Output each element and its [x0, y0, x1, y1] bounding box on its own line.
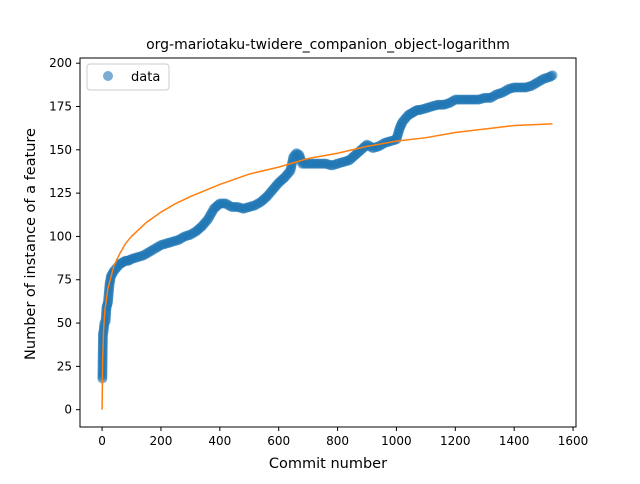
- x-tick-label: 1400: [499, 434, 530, 448]
- x-tick-label: 200: [149, 434, 172, 448]
- x-tick-label: 800: [326, 434, 349, 448]
- plot-area: [97, 70, 558, 410]
- y-tick-label: 150: [49, 143, 72, 157]
- x-tick-label: 400: [208, 434, 231, 448]
- axis-ticks: 0 200 400 600 800 1000 1200 1400 1600 0 25 50 75 100 1…: [49, 56, 588, 448]
- x-tick-label: 1200: [440, 434, 471, 448]
- y-tick-label: 200: [49, 56, 72, 70]
- chart-title: org-mariotaku-twidere_companion_object-l…: [146, 37, 510, 53]
- y-tick-label: 100: [49, 229, 72, 243]
- x-tick-label: 0: [98, 434, 106, 448]
- y-tick-label: 0: [64, 403, 72, 417]
- x-tick-label: 1600: [558, 434, 589, 448]
- legend: data: [86, 63, 170, 91]
- data-point: [547, 70, 558, 81]
- x-tick-label: 1000: [381, 434, 412, 448]
- y-tick-label: 175: [49, 100, 72, 114]
- x-axis-label: Commit number: [269, 456, 387, 472]
- legend-label-data: data: [131, 70, 160, 85]
- legend-marker-data: [103, 71, 113, 81]
- fit-line: [101, 123, 553, 410]
- x-tick-label: 600: [267, 434, 290, 448]
- axes-frame: [79, 57, 577, 428]
- y-tick-label: 125: [49, 186, 72, 200]
- y-tick-label: 75: [57, 273, 72, 287]
- y-axis-label: Number of instance of a feature: [23, 128, 39, 360]
- y-tick-label: 50: [57, 316, 72, 330]
- scatter-series: [97, 70, 558, 384]
- legend-box: [86, 63, 170, 91]
- y-tick-label: 25: [57, 359, 72, 373]
